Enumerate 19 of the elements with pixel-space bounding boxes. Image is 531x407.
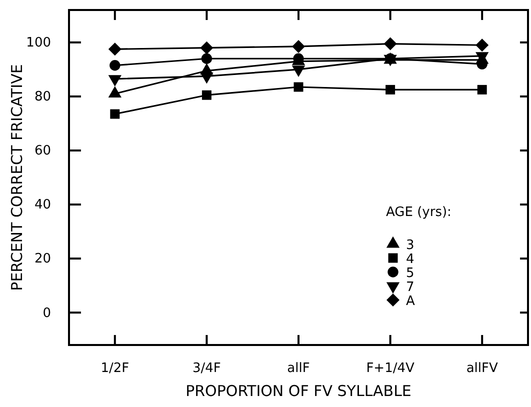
x-axis-title: PROPORTION OF FV SYLLABLE [186,382,412,400]
legend-label: 4 [406,252,414,267]
y-tick-label: 100 [26,36,51,51]
y-tick-label: 60 [34,144,51,159]
y-tick-label: 20 [34,252,51,267]
x-tick-label: F+1/4V [366,361,414,376]
legend-label: 3 [406,238,414,253]
x-tick-label: allF [287,361,310,376]
y-tick-label: 80 [34,90,51,105]
y-tick-label: 0 [42,306,51,321]
y-axis-title: PERCENT CORRECT FRICATIVE [8,64,26,291]
legend-label: A [406,294,415,309]
y-tick-label: 40 [34,198,51,213]
legend-label: 7 [406,280,414,295]
x-tick-label: 1/2F [100,361,130,376]
legend-title: AGE (yrs): [386,205,452,220]
legend-label: 5 [406,266,414,281]
x-tick-label: 3/4F [192,361,221,376]
x-tick-label: allFV [466,361,498,376]
